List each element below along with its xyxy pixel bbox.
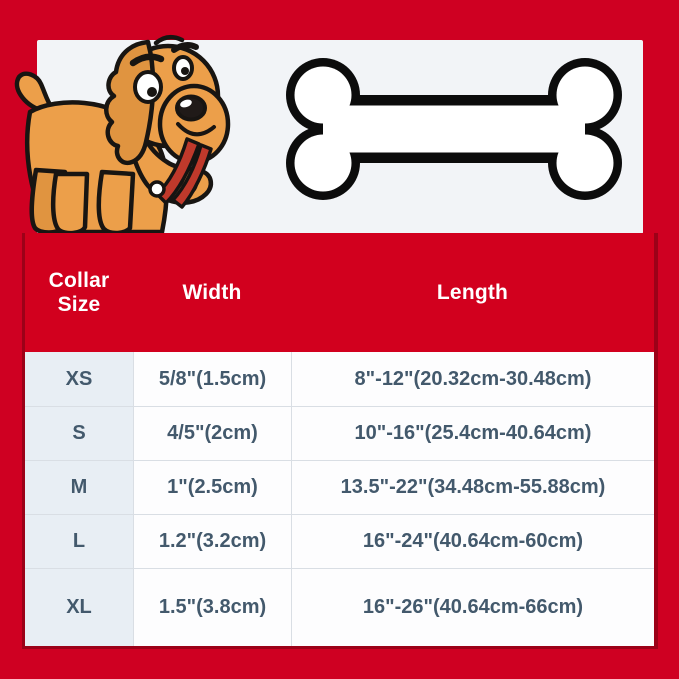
table-row-xs: XS 5/8"(1.5cm) 8"-12"(20.32cm-30.48cm) bbox=[25, 352, 654, 406]
dog-leg bbox=[96, 169, 136, 233]
leash-strap bbox=[155, 137, 201, 205]
width-value: 1"(2.5cm) bbox=[133, 460, 291, 514]
width-value: 1.2"(3.2cm) bbox=[133, 514, 291, 568]
dog-eyebrow bbox=[129, 53, 165, 67]
dog-mouth bbox=[176, 122, 216, 137]
dog-leg bbox=[50, 171, 90, 233]
length-value: 10"-16"(25.4cm-40.64cm) bbox=[291, 406, 654, 460]
width-value: 1.5"(3.8cm) bbox=[133, 568, 291, 646]
length-value: 8"-12"(20.32cm-30.48cm) bbox=[291, 352, 654, 406]
table-row-xl: XL 1.5"(3.8cm) 16"-26"(40.64cm-66cm) bbox=[25, 568, 654, 646]
size-label: S bbox=[25, 406, 133, 460]
dog-eye bbox=[133, 70, 163, 104]
table-row-m: M 1"(2.5cm) 13.5"-22"(34.48cm-55.88cm) bbox=[25, 460, 654, 514]
column-header-collar-size: Collar Size bbox=[48, 268, 110, 316]
column-header-length: Length bbox=[436, 280, 509, 304]
table-row-s: S 4/5"(2cm) 10"-16"(25.4cm-40.64cm) bbox=[25, 406, 654, 460]
table-header-row: Collar Size Width Length bbox=[25, 233, 654, 352]
bone-illustration bbox=[286, 58, 622, 200]
table-row-l: L 1.2"(3.2cm) 16"-24"(40.64cm-60cm) bbox=[25, 514, 654, 568]
size-label: M bbox=[25, 460, 133, 514]
width-value: 4/5"(2cm) bbox=[133, 406, 291, 460]
length-value: 13.5"-22"(34.48cm-55.88cm) bbox=[291, 460, 654, 514]
size-label: XS bbox=[25, 352, 133, 406]
dog-eyebrow bbox=[171, 42, 199, 53]
length-value: 16"-24"(40.64cm-60cm) bbox=[291, 514, 654, 568]
leash-clasp bbox=[148, 180, 166, 198]
length-value: 16"-26"(40.64cm-66cm) bbox=[291, 568, 654, 646]
dog-nose bbox=[175, 94, 207, 122]
width-value: 5/8"(1.5cm) bbox=[133, 352, 291, 406]
size-label: L bbox=[25, 514, 133, 568]
column-header-width: Width bbox=[182, 280, 242, 304]
bone-fill bbox=[294, 66, 614, 192]
leash-strap bbox=[171, 143, 213, 209]
dog-illustration bbox=[14, 34, 231, 233]
size-label: XL bbox=[25, 568, 133, 646]
dog-tail bbox=[14, 71, 55, 113]
size-chart-table: Collar Size Width Length XS 5/8"(1.5cm) … bbox=[22, 233, 658, 649]
